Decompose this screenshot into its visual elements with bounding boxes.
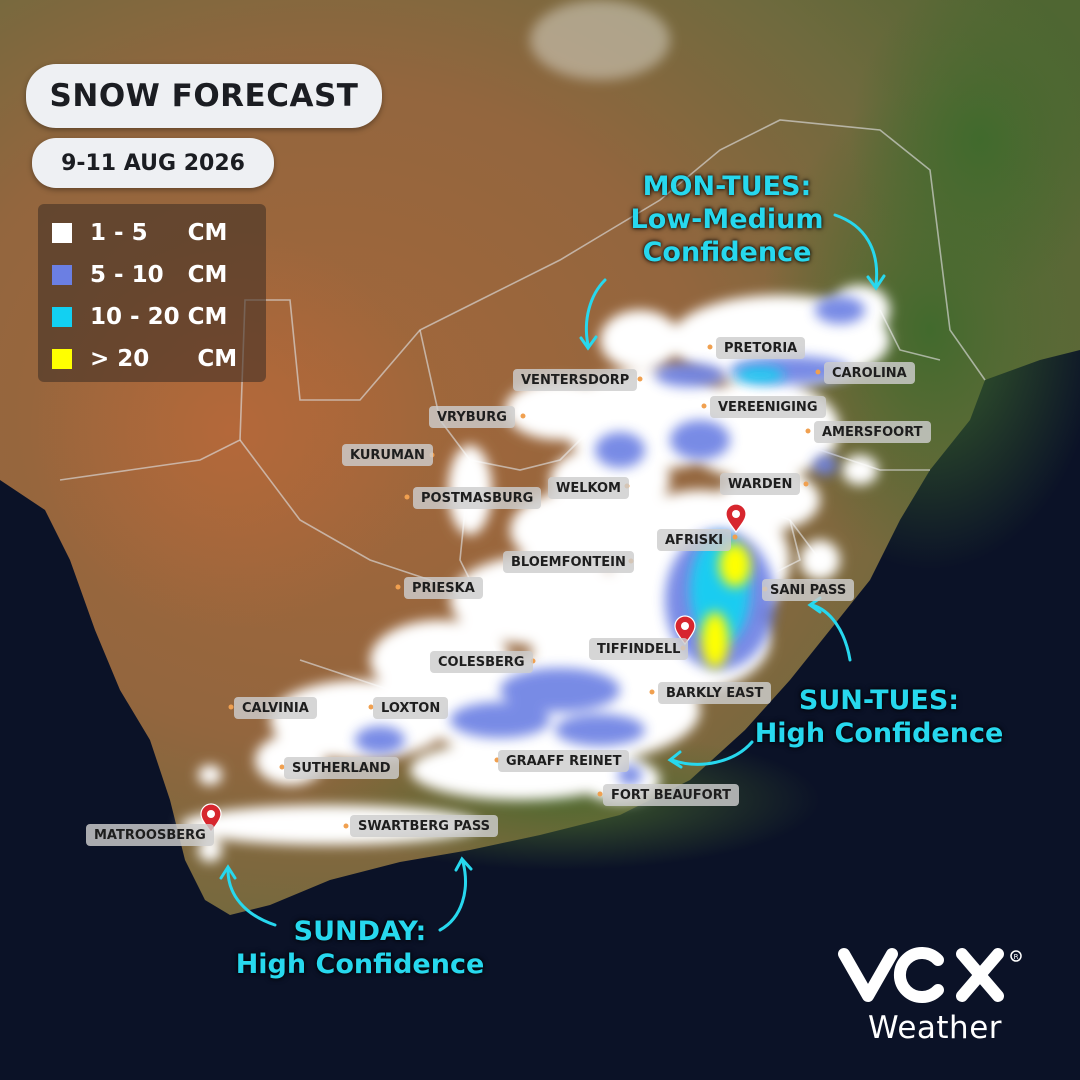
legend-swatch-yellow [52, 349, 72, 369]
annotation-heading: SUNDAY: [293, 916, 427, 947]
annotation-sun-tues: SUN-TUES: High Confidence [745, 684, 1013, 750]
town-label-fort-beaufort: FORT BEAUFORT [603, 784, 739, 806]
town-label-amersfoort: AMERSFOORT [814, 421, 931, 443]
town-label-carolina: CAROLINA [824, 362, 915, 384]
annotation-heading: MON-TUES: [642, 171, 812, 202]
annotation-sunday: SUNDAY: High Confidence [226, 915, 494, 981]
arrow-sunday-right-head [454, 856, 473, 872]
town-label-ventersdorp: VENTERSDORP [513, 369, 638, 391]
town-label-loxton: LOXTON [373, 697, 449, 719]
arrow-mon-tues-right [833, 213, 879, 287]
legend-item-10-20: 10 - 20 CM [52, 302, 227, 332]
town-label-postmasburg: POSTMASBURG [413, 487, 542, 509]
town-label-warden: WARDEN [720, 473, 801, 495]
annotation-text: Confidence [642, 237, 812, 268]
legend-item-5-10: 5 - 10 CM [52, 260, 227, 290]
legend-label: 5 - 10 CM [90, 262, 228, 288]
arrow-mon-tues-right-head [866, 274, 886, 291]
land [0, 0, 1080, 915]
town-label-afriski: AFRISKI [657, 529, 732, 551]
annotation-text: High Confidence [754, 718, 1004, 749]
legend-label: 1 - 5 CM [90, 220, 228, 246]
arrow-mon-tues-left-head [579, 335, 598, 351]
snow-legend: 1 - 5 CM 5 - 10 CM 10 - 20 CM > 20 CM [38, 204, 266, 382]
town-label-pretoria: PRETORIA [716, 337, 806, 359]
town-label-barkly-east: BARKLY EAST [658, 682, 772, 704]
tiffindell-pin [674, 615, 696, 645]
town-label-bloemfontein: BLOEMFONTEIN [503, 551, 634, 573]
town-label-sutherland: SUTHERLAND [284, 757, 399, 779]
town-label-welkom: WELKOM [548, 477, 629, 499]
town-label-matroosberg: MATROOSBERG [86, 824, 214, 846]
legend-swatch-cyan [52, 307, 72, 327]
vox-weather-logo: R Weather [830, 940, 1030, 1050]
town-label-vryburg: VRYBURG [429, 406, 515, 428]
arrow-sun-tues-top [810, 603, 852, 662]
town-label-graaff-reinet: GRAAFF REINET [498, 750, 630, 772]
forecast-title: SNOW FORECAST [26, 64, 382, 128]
annotation-heading: SUN-TUES: [798, 685, 960, 716]
vox-mark-icon: R [838, 947, 1022, 1003]
annotation-text: High Confidence [235, 949, 485, 980]
arrow-sun-tues-bottom-head [667, 750, 683, 769]
legend-item-1-5: 1 - 5 CM [52, 218, 227, 248]
arrow-sun-tues-bottom [670, 740, 754, 766]
arrow-mon-tues-left [584, 278, 607, 347]
forecast-date: 9-11 AUG 2026 [32, 138, 274, 188]
legend-swatch-blue [52, 265, 72, 285]
legend-swatch-white [52, 223, 72, 243]
town-dots [228, 344, 821, 829]
annotation-mon-tues: MON-TUES: Low-Medium Confidence [612, 170, 842, 269]
town-label-calvinia: CALVINIA [234, 697, 317, 719]
arrow-sunday-left [226, 868, 277, 927]
town-label-sani-pass: SANI PASS [762, 579, 855, 601]
town-label-prieska: PRIESKA [404, 577, 483, 599]
legend-label: > 20 CM [90, 346, 238, 372]
arrow-sunday-right [438, 860, 467, 932]
legend-label: 10 - 20 CM [90, 304, 228, 330]
brand-name: Weather [868, 1010, 1003, 1046]
town-label-tiffindell: TIFFINDELL [589, 638, 689, 660]
legend-item-over-20: > 20 CM [52, 344, 237, 374]
town-label-swartberg-pass: SWARTBERG PASS [350, 815, 499, 837]
town-label-colesberg: COLESBERG [430, 651, 533, 673]
town-label-kuruman: KURUMAN [342, 444, 433, 466]
arrow-sunday-left-head [219, 864, 237, 880]
annotation-text: Low-Medium [630, 204, 824, 235]
afriski-pin [725, 503, 747, 533]
svg-text:R: R [1014, 953, 1019, 961]
town-label-vereeniging: VEREENIGING [710, 396, 826, 418]
